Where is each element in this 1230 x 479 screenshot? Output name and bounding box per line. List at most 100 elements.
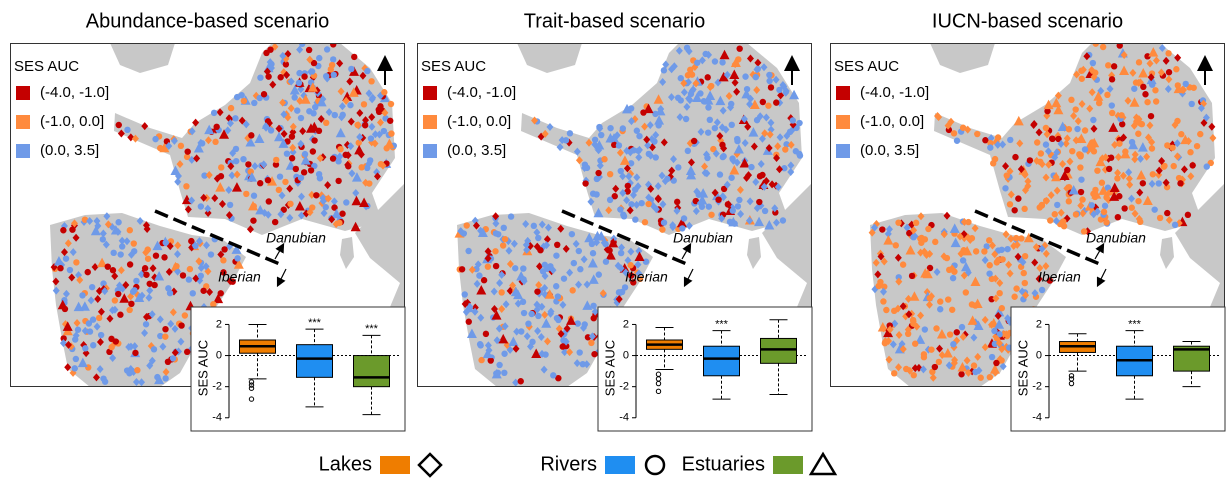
site-point [289, 143, 297, 152]
site-point [1079, 209, 1087, 218]
site-point [692, 92, 703, 103]
site-point [974, 130, 981, 138]
site-point [758, 134, 766, 143]
site-point [683, 102, 691, 111]
site-point [1138, 67, 1149, 78]
site-point [1042, 249, 1050, 258]
site-point [679, 225, 686, 232]
site-point [1155, 166, 1163, 175]
map-legend-title: SES AUC [421, 58, 486, 75]
site-point [910, 371, 917, 379]
site-point [627, 247, 635, 256]
site-point [748, 163, 755, 171]
site-point [704, 129, 712, 136]
site-point [1124, 96, 1132, 105]
site-point [1018, 235, 1025, 242]
site-point [1002, 185, 1009, 192]
legend-shape [644, 454, 666, 476]
site-point [1099, 43, 1107, 51]
site-point [534, 326, 542, 335]
site-point [69, 226, 76, 233]
site-point [218, 164, 225, 171]
site-point [233, 259, 244, 269]
site-point [133, 277, 140, 285]
site-point [583, 164, 591, 172]
site-point [632, 216, 639, 223]
site-point [587, 257, 598, 268]
site-point [97, 331, 105, 339]
site-point [1011, 207, 1018, 214]
divide-line [561, 209, 690, 267]
site-point [541, 129, 549, 138]
site-point [566, 268, 574, 277]
site-point [775, 165, 783, 174]
site-point [555, 374, 562, 382]
site-point [1013, 234, 1020, 242]
site-point [77, 357, 88, 368]
site-point [152, 252, 160, 259]
site-point [1105, 165, 1113, 173]
site-point [1081, 127, 1089, 134]
outlier [248, 385, 255, 391]
site-point [789, 89, 800, 100]
site-point [754, 65, 761, 73]
site-point [491, 310, 502, 320]
site-point [684, 78, 692, 87]
site-point [535, 312, 542, 320]
site-point [352, 189, 360, 198]
site-point [1188, 100, 1195, 108]
site-point [562, 337, 570, 346]
site-point [1175, 174, 1183, 182]
site-point [533, 228, 541, 237]
site-point [990, 160, 997, 167]
site-point [892, 242, 900, 249]
site-point [1077, 188, 1085, 196]
site-point [1165, 69, 1173, 76]
site-point [580, 255, 588, 264]
site-point [719, 59, 726, 66]
site-point [250, 217, 257, 224]
site-point [183, 348, 191, 356]
site-point [524, 236, 532, 245]
site-point [1088, 88, 1096, 97]
site-point [1053, 186, 1061, 195]
site-point [174, 241, 182, 250]
box [296, 344, 333, 378]
site-point [1023, 232, 1034, 243]
site-point [1140, 83, 1147, 91]
site-point [588, 332, 596, 341]
site-point [79, 301, 90, 311]
site-point [652, 110, 659, 118]
site-point [606, 170, 614, 178]
site-point [962, 289, 970, 296]
site-point [1148, 145, 1156, 152]
site-point [212, 138, 219, 146]
site-point [595, 271, 602, 278]
land [747, 237, 761, 269]
site-point [746, 54, 754, 63]
site-point [388, 130, 395, 137]
site-point [1072, 211, 1080, 218]
site-point [981, 315, 989, 324]
site-point [492, 262, 500, 270]
site-point [589, 250, 597, 257]
site-point [1013, 240, 1021, 249]
site-point [60, 227, 67, 234]
site-point [1026, 157, 1034, 164]
site-point [117, 129, 125, 138]
site-point [141, 265, 149, 272]
site-point [779, 217, 787, 224]
site-point [761, 129, 769, 138]
site-point [658, 171, 666, 180]
site-point [502, 300, 510, 309]
site-point [350, 221, 361, 232]
site-point [1024, 177, 1032, 186]
site-point [287, 104, 295, 113]
region-label: Iberian [1038, 269, 1081, 285]
site-point [934, 111, 942, 120]
site-point [683, 44, 691, 52]
site-point [727, 100, 735, 108]
site-point [533, 305, 541, 314]
site-point [720, 185, 728, 193]
site-point [1203, 163, 1210, 170]
